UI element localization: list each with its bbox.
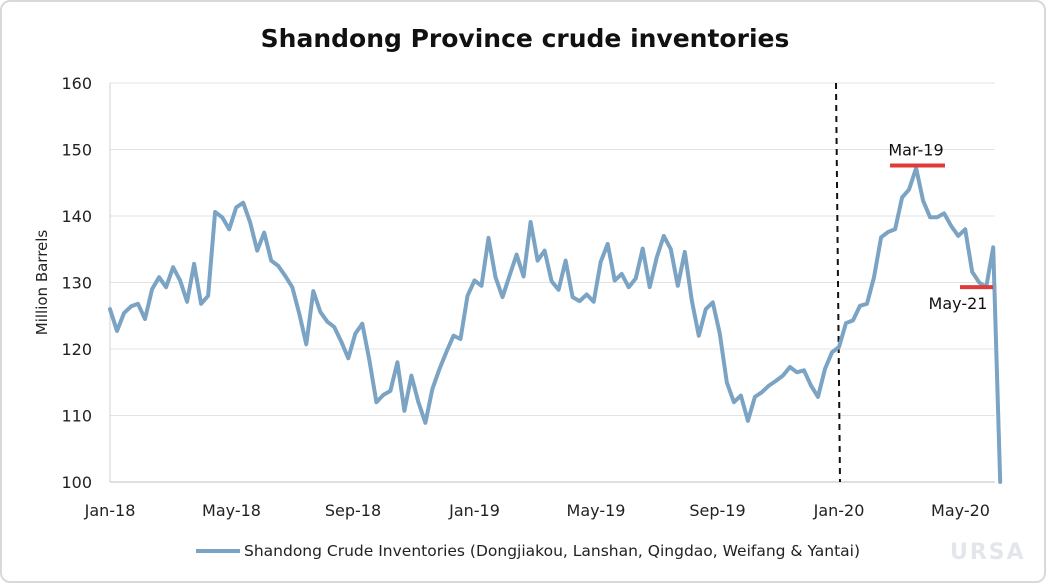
legend-label: Shandong Crude Inventories (Dongjiakou, … xyxy=(244,542,861,560)
y-tick-label: 120 xyxy=(61,340,92,359)
y-tick-label: 140 xyxy=(61,207,92,226)
y-tick-label: 110 xyxy=(61,407,92,426)
x-tick-label: Jan-20 xyxy=(813,501,865,520)
annotation-label-may21: May-21 xyxy=(929,294,988,313)
x-tick-label: May-20 xyxy=(931,501,990,520)
legend: Shandong Crude Inventories (Dongjiakou, … xyxy=(196,542,860,560)
x-tick-label: Jan-18 xyxy=(84,501,136,520)
chart-title: Shandong Province crude inventories xyxy=(260,24,790,53)
brand-watermark: URSA xyxy=(950,540,1026,565)
dashed-vertical-line xyxy=(835,82,841,483)
y-tick-label: 100 xyxy=(61,473,92,492)
y-tick-label: 160 xyxy=(61,74,92,93)
x-tick-label: Sep-18 xyxy=(325,501,381,520)
legend-swatch xyxy=(196,549,240,553)
x-tick-label: Jan-19 xyxy=(448,501,500,520)
x-tick-label: Sep-19 xyxy=(689,501,745,520)
y-tick-labels: 100 110 120 130 140 150 160 Million Barrels xyxy=(33,74,92,492)
series-line xyxy=(108,166,1003,484)
x-tick-label: May-18 xyxy=(202,501,261,520)
annotation-label-mar19: Mar-19 xyxy=(888,140,943,159)
annotations: Mar-19 May-21 xyxy=(888,140,993,313)
gridlines xyxy=(109,82,995,483)
y-tick-label: 150 xyxy=(61,141,92,160)
y-axis-title: Million Barrels xyxy=(33,230,51,336)
plot-area xyxy=(108,82,1003,484)
y-tick-label: 130 xyxy=(61,274,92,293)
x-tick-label: May-19 xyxy=(567,501,626,520)
x-tick-labels: Jan-18 May-18 Sep-18 Jan-19 May-19 Sep-19 Jan-… xyxy=(84,501,990,520)
